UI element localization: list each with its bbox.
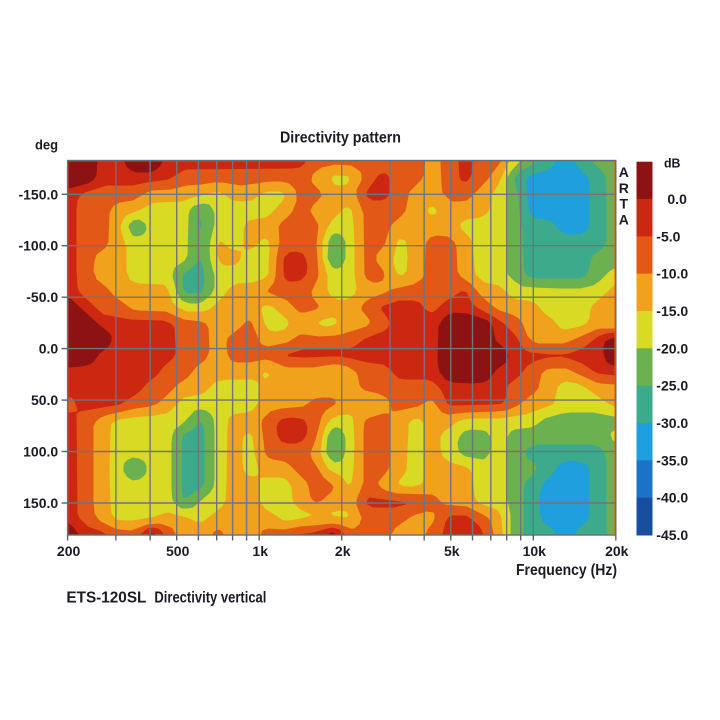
svg-text:-5.0: -5.0 <box>656 228 680 244</box>
svg-text:500: 500 <box>166 543 190 559</box>
svg-text:-20.0: -20.0 <box>656 340 688 356</box>
svg-text:Directivity pattern: Directivity pattern <box>280 130 401 147</box>
svg-text:A: A <box>619 212 629 228</box>
svg-text:200: 200 <box>57 543 81 559</box>
svg-text:-40.0: -40.0 <box>656 490 688 506</box>
svg-text:R: R <box>619 180 629 196</box>
svg-text:deg: deg <box>35 137 58 153</box>
svg-text:Frequency (Hz): Frequency (Hz) <box>516 562 617 579</box>
svg-text:dB: dB <box>664 156 681 171</box>
svg-text:T: T <box>620 196 629 212</box>
svg-text:0.0: 0.0 <box>667 191 687 207</box>
svg-text:-10.0: -10.0 <box>656 266 688 282</box>
svg-text:-15.0: -15.0 <box>656 303 688 319</box>
svg-text:100.0: 100.0 <box>23 444 58 460</box>
svg-text:150.0: 150.0 <box>23 495 58 511</box>
svg-text:-45.0: -45.0 <box>656 527 688 543</box>
svg-text:10k: 10k <box>523 543 547 559</box>
svg-text:1k: 1k <box>252 543 268 559</box>
svg-text:2k: 2k <box>335 543 351 559</box>
svg-text:-25.0: -25.0 <box>656 378 688 394</box>
svg-text:0.0: 0.0 <box>39 341 59 357</box>
svg-text:-150.0: -150.0 <box>18 186 58 202</box>
svg-text:-100.0: -100.0 <box>18 238 58 254</box>
svg-text:20k: 20k <box>605 543 629 559</box>
svg-text:-30.0: -30.0 <box>656 415 688 431</box>
svg-text:Directivity vertical: Directivity vertical <box>154 590 266 607</box>
svg-text:-50.0: -50.0 <box>26 289 58 305</box>
svg-text:A: A <box>619 164 629 180</box>
svg-text:50.0: 50.0 <box>31 392 58 408</box>
svg-text:ETS-120SL: ETS-120SL <box>66 590 146 607</box>
svg-text:-35.0: -35.0 <box>656 452 688 468</box>
svg-text:5k: 5k <box>444 543 460 559</box>
